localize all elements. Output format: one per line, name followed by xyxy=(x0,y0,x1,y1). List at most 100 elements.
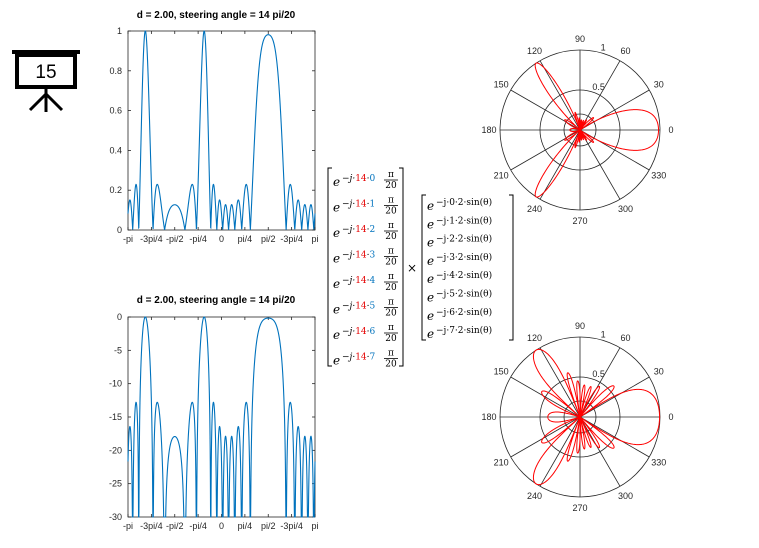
angle-label: 300 xyxy=(618,491,633,501)
exponent: −j·14·3 xyxy=(342,251,376,261)
fraction-denominator: 20 xyxy=(385,181,397,191)
chart-title: d = 2.00, steering angle = 14 pi/20 xyxy=(137,10,296,21)
matrix-entry: e −j·14·2 π20 xyxy=(333,221,398,242)
matrix-entry: e −j·6·2·sin(θ) xyxy=(427,307,492,323)
exponent-base: e xyxy=(333,303,340,317)
angle-label: 120 xyxy=(527,46,542,56)
exponent-base: e xyxy=(333,175,340,189)
exponent: −j·1·2·sin(θ) xyxy=(436,215,492,226)
angle-label: 270 xyxy=(572,503,587,513)
fraction-denominator: 20 xyxy=(385,232,397,242)
pattern-curve xyxy=(534,62,660,198)
slide-number: 15 xyxy=(35,62,56,83)
exponent: −j·14·2 xyxy=(342,225,375,235)
angle-label: 270 xyxy=(572,216,587,226)
db-array-factor-chart: d = 2.00, steering angle = 14 pi/20 -pi -… xyxy=(109,295,319,531)
angle-label: 0 xyxy=(668,412,673,422)
right-bracket xyxy=(509,194,514,341)
x-tick-label: pi xyxy=(311,234,318,244)
plot-area xyxy=(127,30,316,231)
angular-gridline xyxy=(579,347,621,418)
radius-label: 0.5 xyxy=(592,82,605,92)
exponent-base: e xyxy=(333,252,340,266)
x-tick-label: -pi/4 xyxy=(189,234,207,244)
angle-label: 90 xyxy=(575,34,585,44)
exponent: −j·14·5 xyxy=(342,302,376,312)
exponent: −j·2·2·sin(θ) xyxy=(436,234,492,245)
angle-label: 30 xyxy=(654,367,664,377)
exponent: −j·7·2·sin(θ) xyxy=(436,325,492,336)
x-tick-label: pi/2 xyxy=(261,234,276,244)
y-tick-label: -25 xyxy=(109,479,122,489)
angle-label: 240 xyxy=(527,204,542,214)
matrix-entry: e −j·14·3 π20 xyxy=(333,247,398,268)
y-tick-label: 1 xyxy=(117,26,122,36)
multiplication-sign: × xyxy=(407,261,417,275)
angle-label: 60 xyxy=(620,333,630,343)
matrix-entry: e −j·14·6 π20 xyxy=(333,323,398,344)
exponent-base: e xyxy=(333,277,340,291)
radius-label: 1 xyxy=(601,330,606,340)
angle-label: 90 xyxy=(575,321,585,331)
y-tick-label: -20 xyxy=(109,445,122,455)
x-tick-label: pi/4 xyxy=(238,521,253,531)
fraction-numerator: π xyxy=(388,196,394,206)
angle-label: 150 xyxy=(494,80,509,90)
x-tick-label: pi/2 xyxy=(261,521,276,531)
exponent-base: e xyxy=(427,254,434,268)
exponent-base: e xyxy=(427,217,434,231)
exponent: −j·14·4 xyxy=(342,276,376,286)
angular-gridline xyxy=(579,416,621,487)
fraction-denominator: 20 xyxy=(385,309,397,319)
exponent: −j·14·6 xyxy=(342,327,376,337)
exponent-base: e xyxy=(333,354,340,368)
exponent-base: e xyxy=(427,272,434,286)
exponent-base: e xyxy=(427,291,434,305)
array-response-matrix: e −j·0·2·sin(θ)e −j·1·2·sin(θ)e −j·2·2·sin(… xyxy=(421,194,514,341)
angular-gridline xyxy=(539,129,581,200)
angle-label: 60 xyxy=(620,46,630,56)
exponent: −j·14·0 xyxy=(342,174,376,184)
matrix-entry: e −j·3·2·sin(θ) xyxy=(427,252,492,268)
y-tick-label: 0 xyxy=(117,312,122,322)
radius-label: 1 xyxy=(601,43,606,53)
angle-label: 30 xyxy=(654,80,664,90)
x-tick-label: -3pi/4 xyxy=(280,521,303,531)
exponent: −j·14·1 xyxy=(342,200,375,210)
right-bracket xyxy=(399,167,404,367)
fraction-denominator: 20 xyxy=(385,207,397,217)
angle-label: 300 xyxy=(618,204,633,214)
fraction-numerator: π xyxy=(388,272,394,282)
matrix-entry: e −j·14·5 π20 xyxy=(333,298,398,319)
exponent: −j·3·2·sin(θ) xyxy=(436,252,492,263)
x-tick-label: -pi/2 xyxy=(166,234,184,244)
angular-gridline xyxy=(539,347,581,418)
linear-polar-pattern: 0 30 60 90 120 150 180 210 240 270 300 330 0.5 1 xyxy=(481,34,673,226)
y-tick-label: 0.4 xyxy=(109,145,122,155)
matrix-entry: e −j·1·2·sin(θ) xyxy=(427,215,492,231)
matrix-entry: e −j·0·2·sin(θ) xyxy=(427,197,492,213)
x-tick-label: pi xyxy=(311,521,318,531)
matrix-entry: e −j·14·1 π20 xyxy=(333,196,398,217)
angle-label: 210 xyxy=(494,171,509,181)
angular-gridline xyxy=(539,60,581,131)
fraction-numerator: π xyxy=(388,298,394,308)
presentation-board-icon[interactable]: 15 xyxy=(12,50,80,112)
x-tick-label: -pi/2 xyxy=(166,521,184,531)
x-tick-label: -3pi/4 xyxy=(280,234,303,244)
fraction-numerator: π xyxy=(388,323,394,333)
x-tick-label: 0 xyxy=(219,521,224,531)
y-tick-label: 0.8 xyxy=(109,66,122,76)
chart-title: d = 2.00, steering angle = 14 pi/20 xyxy=(137,295,296,306)
fraction-denominator: 20 xyxy=(385,334,397,344)
angle-label: 0 xyxy=(668,125,673,135)
left-bracket xyxy=(327,167,332,367)
angular-gridline xyxy=(510,129,581,171)
fraction-numerator: π xyxy=(388,221,394,231)
y-tick-label: -30 xyxy=(109,512,122,522)
x-tick-label: -pi xyxy=(123,234,133,244)
x-tick-label: pi/4 xyxy=(238,234,253,244)
exponent: −j·4·2·sin(θ) xyxy=(436,270,492,281)
